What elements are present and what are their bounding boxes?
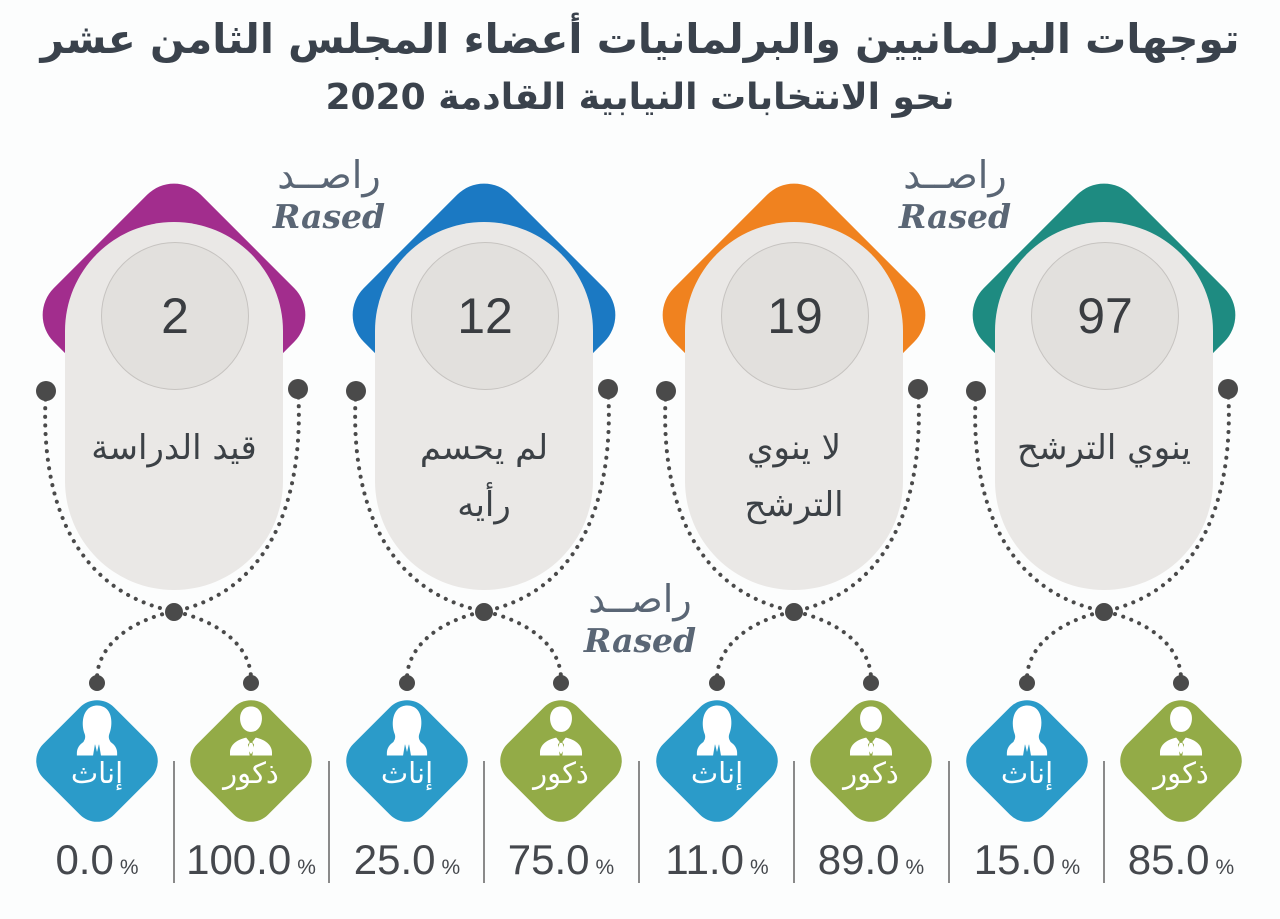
male-percentage: 89.0%	[786, 836, 956, 884]
male-percentage-value: 75.0	[507, 836, 590, 883]
percent-sign: %	[119, 856, 139, 879]
male-icon	[540, 706, 582, 756]
female-cell: إناث	[965, 703, 1089, 790]
count-circle: 19	[721, 242, 869, 390]
male-percentage: 75.0%	[476, 836, 646, 884]
male-percentage-value: 89.0	[817, 836, 900, 883]
rased-logo-arabic: راصــد	[903, 153, 1007, 197]
count-value: 2	[161, 288, 189, 344]
female-percentage: 25.0%	[322, 836, 492, 884]
percent-sign: %	[905, 856, 925, 879]
category-label-line1: قيد الدراسة	[91, 428, 257, 468]
page-title-line1: توجهات البرلمانيين والبرلمانيات أعضاء ال…	[40, 15, 1240, 63]
percent-sign: %	[749, 856, 769, 879]
male-percentage-value: 100.0	[186, 836, 292, 883]
female-percentage: 15.0%	[942, 836, 1112, 884]
female-percentage-value: 25.0	[353, 836, 436, 883]
female-label: إناث	[1000, 756, 1054, 790]
male-label: ذكور	[533, 756, 589, 790]
female-cell: إناث	[35, 703, 159, 790]
percent-sign: %	[441, 856, 461, 879]
female-icon	[1006, 705, 1048, 756]
column-divider	[328, 761, 330, 883]
male-label: ذكور	[843, 756, 899, 790]
male-percentage: 100.0%	[166, 836, 336, 884]
female-percentage-value: 11.0	[665, 836, 744, 883]
category-label: لم يحسم رأيه	[379, 420, 589, 534]
page-title: توجهات البرلمانيين والبرلمانيات أعضاء ال…	[20, 8, 1260, 126]
category-label-line1: لا ينوي	[746, 428, 842, 468]
female-percentage: 11.0%	[632, 836, 802, 884]
count-value: 97	[1077, 288, 1133, 344]
male-icon	[230, 706, 272, 756]
male-label: ذكور	[223, 756, 279, 790]
female-icon	[696, 705, 738, 756]
category-label-line2: الترشح	[744, 485, 844, 525]
rased-logo-latin: Rased	[898, 197, 1012, 236]
female-cell: إناث	[655, 703, 779, 790]
category-label: قيد الدراسة	[69, 420, 279, 477]
percent-sign: %	[1215, 856, 1235, 879]
count-circle: 97	[1031, 242, 1179, 390]
male-icon	[850, 706, 892, 756]
count-value: 19	[767, 288, 823, 344]
count-circle: 12	[411, 242, 559, 390]
percent-sign: %	[297, 856, 316, 879]
category-label-line1: لم يحسم	[419, 428, 549, 468]
rased-logo-arabic: راصــد	[277, 153, 381, 197]
page-title-line2: نحو الانتخابات النيابية القادمة 2020	[325, 77, 955, 118]
column-divider	[1103, 761, 1105, 883]
category-label: ينوي الترشح	[999, 420, 1209, 477]
count-value: 12	[457, 288, 513, 344]
category-label-line1: ينوي الترشح	[1017, 428, 1191, 468]
rased-logo-latin: Rased	[272, 197, 386, 236]
rased-logo-arabic: راصــد	[588, 577, 692, 621]
category-label: لا ينوي الترشح	[689, 420, 899, 534]
count-circle: 2	[101, 242, 249, 390]
column-divider	[483, 761, 485, 883]
rased-logo-latin: Rased	[583, 621, 697, 660]
female-icon	[386, 705, 428, 756]
percent-sign: %	[1061, 856, 1081, 879]
female-label: إناث	[690, 756, 744, 790]
male-percentage: 85.0%	[1096, 836, 1266, 884]
female-cell: إناث	[345, 703, 469, 790]
column-divider	[173, 761, 175, 883]
male-label: ذكور	[1153, 756, 1209, 790]
male-icon	[1160, 706, 1202, 756]
male-percentage-value: 85.0	[1127, 836, 1210, 883]
female-percentage: 0.0%	[12, 836, 182, 884]
female-percentage-value: 15.0	[973, 836, 1056, 883]
female-percentage-value: 0.0	[55, 836, 114, 883]
male-cell: ذكور	[1119, 703, 1243, 790]
rased-logo: راصــد Rased	[860, 152, 1050, 236]
female-label: إناث	[70, 756, 124, 790]
rased-logo: راصــد Rased	[545, 576, 735, 660]
male-cell: ذكور	[809, 703, 933, 790]
female-label: إناث	[380, 756, 434, 790]
rased-logo: راصــد Rased	[234, 152, 424, 236]
category-label-line2: رأيه	[457, 485, 511, 525]
percent-sign: %	[595, 856, 615, 879]
male-cell: ذكور	[189, 703, 313, 790]
male-cell: ذكور	[499, 703, 623, 790]
column-divider	[793, 761, 795, 883]
column-divider	[948, 761, 950, 883]
column-divider	[638, 761, 640, 883]
female-icon	[76, 705, 118, 756]
